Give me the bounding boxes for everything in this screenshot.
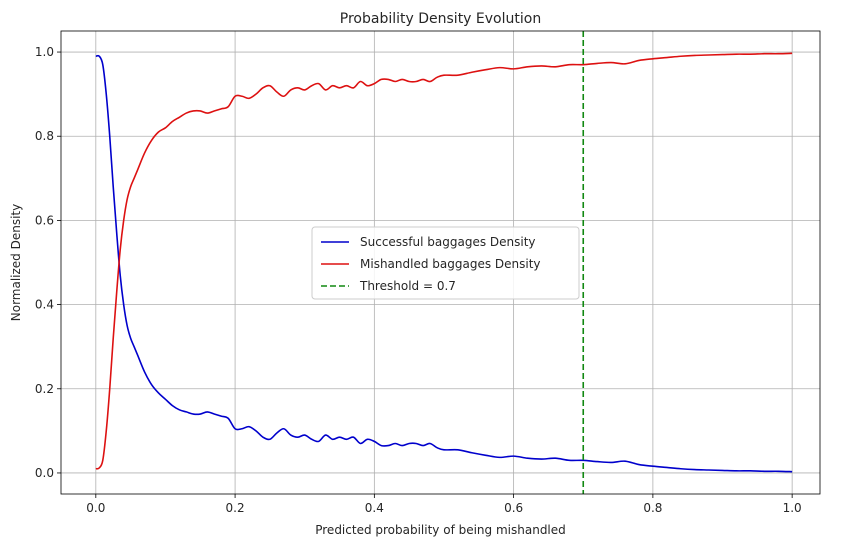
- y-axis-ticks: 0.0 0.2 0.4 0.6 0.8 1.0: [35, 45, 61, 480]
- y-tick-label: 0.0: [35, 466, 54, 480]
- x-tick-label: 0.2: [226, 501, 245, 515]
- y-tick-label: 0.6: [35, 213, 54, 227]
- legend-box: [311, 226, 580, 300]
- legend-label: Threshold = 0.7: [359, 279, 456, 293]
- series-layer: [95, 31, 793, 494]
- x-tick-label: 0.8: [643, 501, 662, 515]
- x-axis-label: Predicted probability of being mishandle…: [315, 523, 566, 537]
- x-tick-label: 0.4: [365, 501, 384, 515]
- legend-label: Mishandled baggages Density: [360, 257, 541, 271]
- y-tick-label: 0.8: [35, 129, 54, 143]
- series-line-successful: [95, 54, 793, 473]
- y-tick-label: 0.2: [35, 382, 54, 396]
- chart-title: Probability Density Evolution: [340, 11, 541, 27]
- plot-frame: [60, 30, 821, 495]
- x-axis-ticks: 0.0 0.2 0.4 0.6 0.8 1.0: [86, 494, 802, 515]
- x-tick-label: 1.0: [783, 501, 802, 515]
- x-tick-label: 0.6: [504, 501, 523, 515]
- legend: Successful baggages Density Mishandled ba…: [311, 226, 580, 300]
- grid: [61, 31, 820, 494]
- legend-label: Successful baggages Density: [360, 235, 536, 249]
- y-tick-label: 1.0: [35, 45, 54, 59]
- y-tick-label: 0.4: [35, 298, 54, 312]
- series-line-mishandled: [95, 52, 793, 470]
- x-tick-label: 0.0: [86, 501, 105, 515]
- y-axis-label: Normalized Density: [9, 204, 23, 322]
